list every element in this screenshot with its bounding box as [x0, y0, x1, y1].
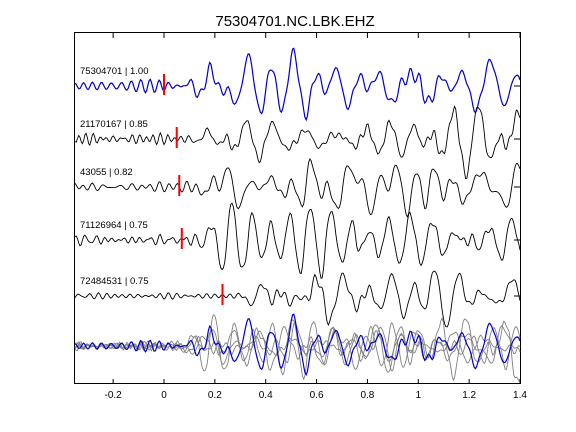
- x-axis: -0.2 0 0.2 0.4 0.6 0.8 1 1.2 1.4: [105, 33, 527, 401]
- pick-group: [163, 74, 224, 305]
- trace-line: [74, 158, 521, 218]
- x-tick-label: 0.2: [208, 390, 222, 401]
- trace-label-group: 75304701 | 1.00 21170167 | 0.85 43055 | 0.…: [80, 66, 149, 287]
- trace-label: 21170167 | 0.85: [80, 119, 148, 130]
- trace-label: 43055 | 0.82: [80, 167, 133, 178]
- trace-label: 75304701 | 1.00: [80, 66, 149, 77]
- plot-frame: [74, 32, 521, 384]
- stack-trace-line: [74, 314, 521, 381]
- stack-group: [74, 313, 521, 382]
- x-tick-label: 0.8: [360, 390, 374, 401]
- x-tick-label: -0.2: [105, 390, 123, 401]
- x-tick-label: 1: [416, 390, 422, 401]
- x-tick-label: 1.2: [462, 390, 476, 401]
- x-tick-label: 0.6: [310, 390, 324, 401]
- stack-trace-line: [74, 324, 521, 373]
- trace-label: 71126964 | 0.75: [80, 220, 148, 231]
- x-tick-label: 0.4: [259, 390, 273, 401]
- x-tick-label: 0: [161, 390, 167, 401]
- trace-line: [74, 105, 521, 180]
- x-tick-label: 1.4: [513, 390, 527, 401]
- trace-line: [74, 47, 521, 122]
- chart-title: 75304701.NC.LBK.EHZ: [215, 13, 374, 30]
- stack-reference-line: [74, 313, 521, 376]
- trace-line: [74, 202, 521, 279]
- stack-trace-line: [74, 321, 521, 372]
- trace-group: [74, 47, 521, 328]
- trace-label: 72484531 | 0.75: [80, 276, 149, 287]
- trace-line: [74, 270, 521, 328]
